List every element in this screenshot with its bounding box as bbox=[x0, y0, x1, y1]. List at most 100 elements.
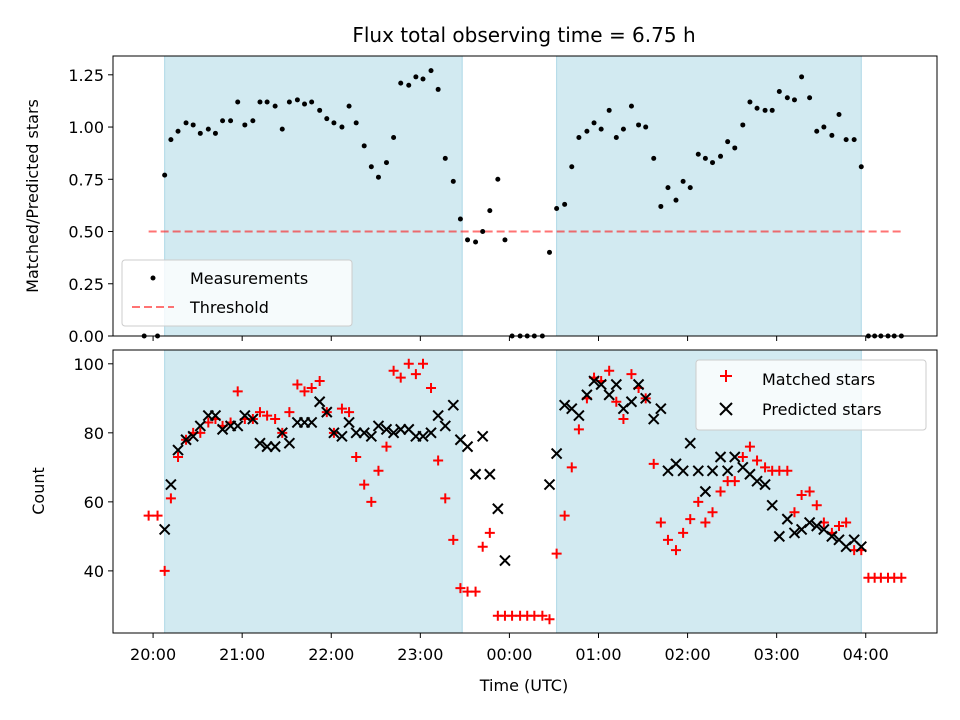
measurement-point bbox=[821, 124, 827, 130]
predicted-star-point bbox=[209, 409, 222, 422]
predicted-star-point bbox=[476, 430, 489, 442]
x-tick-label: 02:00 bbox=[665, 645, 711, 664]
legend-matched-label: Matched stars bbox=[762, 370, 875, 389]
predicted-star-point bbox=[328, 427, 340, 439]
measurement-point bbox=[272, 103, 278, 109]
matched-star-point bbox=[270, 414, 281, 425]
x-tick-label: 20:00 bbox=[130, 645, 176, 664]
predicted-star-point bbox=[811, 520, 823, 532]
predicted-star-point bbox=[729, 451, 741, 463]
measurement-point bbox=[242, 122, 248, 128]
predicted-star-point bbox=[165, 478, 177, 491]
predicted-star-point bbox=[425, 427, 437, 439]
x-tick-label: 21:00 bbox=[219, 645, 265, 664]
matched-star-point bbox=[782, 465, 793, 476]
matched-star-point bbox=[314, 376, 325, 387]
bottom-ticks: 40 60 80 100 20:00 21:00 22:00 23:00 00:00 01:00 0… bbox=[73, 355, 888, 664]
predicted-star-point bbox=[172, 444, 184, 456]
predicted-star-point bbox=[558, 399, 571, 411]
measurement-point bbox=[413, 74, 419, 80]
predicted-star-point bbox=[461, 440, 474, 453]
measurement-point bbox=[197, 130, 203, 136]
measurement-point bbox=[643, 124, 649, 130]
matched-star-point bbox=[707, 507, 718, 518]
matched-star-point bbox=[618, 414, 629, 425]
measurement-point bbox=[228, 118, 234, 124]
top-y-axis-label: Matched/Predicted stars bbox=[23, 99, 42, 293]
predicted-star-point bbox=[380, 423, 393, 436]
measurement-point bbox=[584, 128, 590, 134]
predicted-star-point bbox=[417, 430, 429, 442]
matched-star-point bbox=[760, 462, 771, 473]
measurement-point bbox=[302, 101, 308, 107]
matched-star-point bbox=[744, 441, 755, 452]
measurement-point bbox=[324, 116, 330, 122]
top-legend: Measurements Threshold bbox=[121, 259, 353, 327]
bottom-panel: 40 60 80 100 20:00 21:00 22:00 23:00 00:00 01:00 0… bbox=[29, 349, 938, 695]
matched-star-point bbox=[700, 517, 711, 528]
night-band-0 bbox=[164, 350, 463, 633]
measurement-point bbox=[591, 120, 597, 126]
matched-star-point bbox=[373, 465, 384, 476]
matched-star-point bbox=[804, 486, 815, 497]
x-axis-label: Time (UTC) bbox=[479, 676, 568, 695]
measurement-point bbox=[420, 76, 426, 82]
matched-star-point bbox=[559, 510, 570, 521]
matched-star-point bbox=[254, 407, 265, 418]
matched-star-point bbox=[544, 614, 555, 625]
measurement-point bbox=[473, 239, 479, 245]
x-tick-label: 00:00 bbox=[486, 645, 532, 664]
top-panel: 0.00 0.25 0.50 0.75 1.00 1.25 Matched/Predict… bbox=[23, 55, 938, 346]
predicted-star-point bbox=[276, 427, 288, 439]
predicted-star-point bbox=[639, 392, 652, 405]
predicted-star-point bbox=[372, 420, 385, 432]
matched-star-point bbox=[395, 372, 406, 383]
measurement-point bbox=[680, 178, 686, 184]
measurement-point bbox=[769, 107, 775, 113]
predicted-star-point bbox=[625, 396, 638, 408]
matched-star-point bbox=[410, 369, 421, 380]
y-tick-label: 1.25 bbox=[68, 66, 104, 85]
matched-star-point bbox=[336, 403, 347, 414]
predicted-star-point bbox=[343, 416, 355, 429]
measurement-point bbox=[807, 95, 813, 101]
measurement-point bbox=[317, 107, 323, 113]
measurement-point bbox=[220, 118, 226, 124]
predicted-star-point bbox=[588, 375, 600, 387]
measurement-point bbox=[391, 134, 397, 140]
measurement-point bbox=[858, 164, 864, 170]
predicted-star-point bbox=[180, 434, 192, 446]
matched-star-point bbox=[655, 517, 666, 528]
measurement-point bbox=[843, 137, 849, 143]
measurement-point bbox=[606, 107, 612, 113]
matched-star-point bbox=[693, 496, 704, 507]
matched-star-point bbox=[566, 462, 577, 473]
measurement-point bbox=[836, 112, 842, 118]
matched-star-point bbox=[604, 365, 615, 376]
measurement-point bbox=[361, 143, 367, 149]
matched-star-point bbox=[232, 386, 243, 397]
predicted-star-point bbox=[603, 389, 615, 401]
predicted-star-point bbox=[269, 440, 281, 453]
measurement-point bbox=[829, 132, 835, 138]
measurement-point bbox=[799, 74, 805, 80]
bottom-y-axis-label: Count bbox=[29, 467, 48, 515]
predicted-star-point bbox=[305, 416, 318, 429]
measurement-point bbox=[636, 122, 642, 128]
predicted-star-point bbox=[803, 516, 816, 529]
predicted-star-point bbox=[216, 423, 229, 436]
y-tick-label: 0.75 bbox=[68, 170, 104, 189]
measurement-point bbox=[732, 145, 738, 151]
matched-star-point bbox=[403, 358, 414, 369]
predicted-star-point bbox=[187, 430, 199, 442]
predicted-star-point bbox=[492, 503, 504, 515]
matched-star-point bbox=[477, 541, 488, 552]
predicted-star-point bbox=[855, 541, 867, 553]
legend-matched-marker bbox=[720, 370, 732, 382]
predicted-stars-points bbox=[158, 375, 867, 567]
top-axes-frame bbox=[112, 55, 938, 337]
measurement-point bbox=[450, 178, 456, 184]
legend-measurements-marker bbox=[150, 275, 156, 281]
matched-star-point bbox=[811, 500, 822, 511]
matched-star-point bbox=[670, 545, 681, 556]
